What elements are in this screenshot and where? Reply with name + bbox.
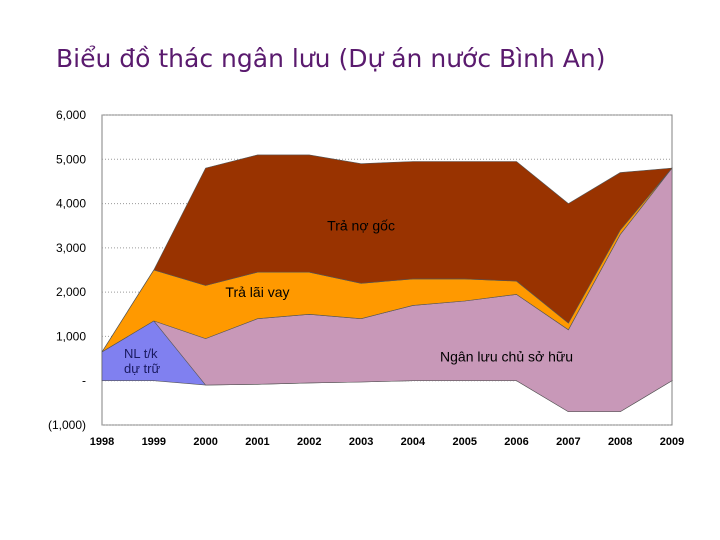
x-tick-label: 1998 [90,436,114,448]
x-tick-label: 2003 [349,436,373,448]
y-tick-label: 5,000 [56,152,86,166]
x-tick-label: 2008 [608,436,632,448]
annotation-label: Trả nợ gốc [327,218,395,234]
x-tick-label: 2002 [297,436,321,448]
cash-flow-chart: 6,000 5,000 4,000 3,000 2,000 1,000 - (1,000) 1… [0,100,720,460]
x-tick-label: 2001 [245,436,269,448]
x-tick-label: 2000 [193,436,217,448]
x-tick-label: 2007 [556,436,580,448]
x-tick-label: 1999 [142,436,166,448]
y-tick-label: 1,000 [56,329,86,343]
x-tick-label: 2009 [660,436,684,448]
y-tick-label: 4,000 [56,197,86,211]
y-tick-label: - [82,374,86,388]
x-tick-label: 2006 [504,436,528,448]
chart-svg: 6,000 5,000 4,000 3,000 2,000 1,000 - (1,000) 1… [48,108,684,448]
x-axis-ticks: 1998 1999 2000 2001 2002 2003 2004 2005 2006 2007… [90,436,684,448]
x-tick-label: 2004 [401,436,426,448]
page-title: Biểu đồ thác ngân lưu (Dự án nước Bình A… [56,44,606,73]
y-axis-ticks: 6,000 5,000 4,000 3,000 2,000 1,000 - (1,000) [48,108,86,432]
area-series [101,154,674,413]
annotations: Trả nợ gốc Trả lãi vay Ngân lưu chủ sở hữu… [124,218,573,376]
annotation-label: Ngân lưu chủ sở hữu [440,348,573,364]
y-tick-label: (1,000) [48,418,86,432]
annotation-label: Trả lãi vay [225,284,289,300]
series-area-3 [101,154,673,353]
y-tick-label: 6,000 [56,108,86,122]
y-tick-label: 2,000 [56,285,86,299]
x-tick-label: 2005 [452,436,476,448]
y-tick-label: 3,000 [56,241,86,255]
annotation-reserve: NL t/k dự trữ [124,346,160,376]
